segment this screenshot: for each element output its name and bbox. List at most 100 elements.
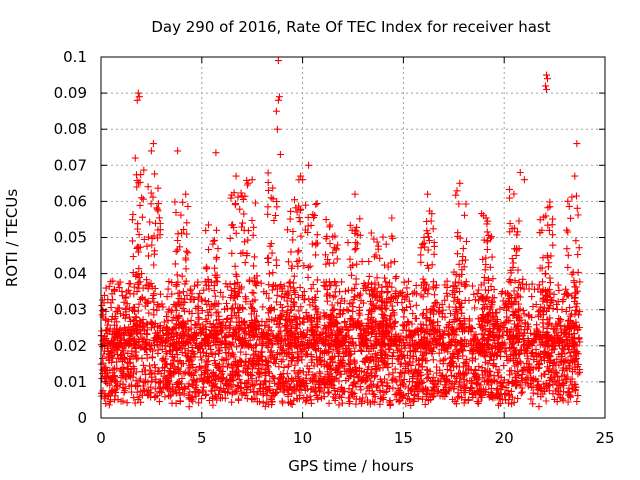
data-point (545, 382, 553, 389)
data-point (351, 226, 359, 234)
data-point (167, 391, 175, 399)
data-point (545, 286, 553, 294)
data-point (198, 356, 206, 364)
data-point (209, 382, 216, 390)
data-point (128, 388, 135, 396)
data-point (472, 330, 480, 338)
data-point (194, 302, 202, 310)
data-point (321, 282, 329, 290)
data-point (343, 306, 351, 313)
data-point (359, 394, 367, 402)
data-point (278, 349, 286, 357)
data-point (213, 396, 221, 404)
data-point (257, 365, 265, 373)
data-point (255, 325, 263, 333)
data-point (221, 344, 229, 352)
data-point (502, 396, 510, 404)
data-point (319, 335, 327, 343)
data-point (455, 393, 463, 400)
data-point (389, 369, 397, 377)
data-point (576, 308, 584, 316)
data-point (202, 391, 209, 399)
data-point (420, 386, 428, 394)
data-point (235, 375, 243, 383)
data-point (113, 378, 121, 386)
data-point (135, 274, 143, 281)
data-point (111, 313, 119, 320)
data-point (174, 237, 182, 244)
data-point (305, 295, 313, 303)
data-point (423, 314, 431, 321)
data-point (348, 271, 355, 279)
x-tick-label: 15 (394, 429, 413, 447)
data-point (138, 194, 146, 202)
data-point (308, 328, 316, 336)
data-point (474, 400, 482, 407)
data-point (545, 352, 553, 360)
data-point (229, 304, 237, 312)
data-point (240, 319, 248, 327)
data-point (518, 384, 526, 392)
data-point (181, 323, 189, 331)
data-point (286, 283, 294, 291)
data-point (391, 365, 399, 373)
data-point (138, 270, 146, 278)
data-point (111, 364, 118, 372)
data-point (299, 176, 307, 184)
data-point (235, 396, 242, 404)
data-point (457, 309, 465, 317)
data-point (135, 265, 143, 273)
data-point (145, 309, 153, 317)
data-point (435, 377, 443, 385)
data-point (235, 283, 243, 291)
data-point (154, 349, 162, 357)
data-point (284, 326, 292, 334)
data-point (436, 326, 444, 334)
y-tick-label: 0.07 (54, 156, 87, 174)
data-point (541, 349, 549, 357)
data-point (478, 330, 486, 338)
data-point (294, 357, 302, 365)
data-point (146, 362, 154, 370)
data-point (116, 333, 124, 341)
data-point (161, 393, 169, 401)
data-point (228, 349, 236, 357)
data-point (153, 205, 161, 213)
data-point (381, 339, 389, 347)
data-point (130, 394, 138, 402)
data-point (231, 309, 238, 317)
data-point (478, 210, 486, 218)
data-point (143, 336, 151, 344)
data-point (516, 381, 524, 389)
data-point (151, 361, 158, 369)
data-point (346, 321, 354, 328)
data-point (125, 286, 133, 294)
data-point (187, 357, 195, 365)
data-point (358, 348, 366, 355)
data-point (172, 248, 180, 255)
data-point (212, 255, 220, 263)
data-point (438, 372, 446, 380)
data-point (156, 220, 164, 227)
data-point (187, 316, 195, 324)
data-point (181, 307, 188, 315)
data-point (495, 401, 502, 409)
x-tick-labels: 0 5 10 15 20 25 (96, 429, 614, 447)
data-point (264, 210, 272, 218)
data-point (560, 379, 568, 387)
data-point (507, 345, 515, 353)
data-point (294, 262, 302, 270)
data-point (443, 292, 451, 300)
data-point (543, 325, 551, 332)
data-point (389, 349, 397, 357)
data-point (557, 325, 565, 333)
data-point (501, 301, 509, 309)
data-point (268, 249, 276, 257)
data-point (467, 384, 474, 392)
data-point (567, 214, 575, 222)
data-point (368, 372, 376, 380)
data-point (325, 348, 333, 355)
data-point (515, 278, 523, 286)
data-point (239, 305, 247, 313)
data-point (196, 290, 204, 298)
